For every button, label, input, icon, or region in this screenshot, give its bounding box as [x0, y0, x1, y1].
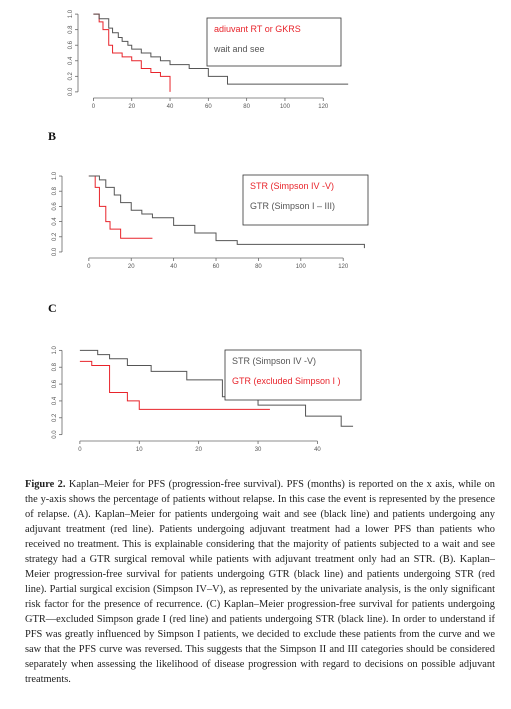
legend-entry: STR (Simpson IV -V): [250, 181, 334, 191]
km-curve: [93, 13, 171, 92]
y-tick-label: 1.0: [52, 171, 58, 180]
legend-entry: adiuvant RT or GKRS: [214, 24, 301, 34]
y-tick-label: 0.8: [68, 25, 74, 34]
y-tick-label: 0.0: [52, 430, 58, 439]
x-tick-label: 40: [170, 264, 177, 270]
y-tick-label: 0.0: [68, 87, 74, 96]
x-tick-label: 20: [128, 104, 135, 110]
x-tick-label: 60: [213, 264, 220, 270]
km-curve: [88, 175, 153, 239]
y-tick-label: 0.6: [52, 202, 58, 211]
x-tick-label: 0: [87, 264, 91, 270]
panel-label: B: [48, 129, 56, 143]
figure: 0 20 40 60 80 100 1200.00.20.40.60.81.0adiuvan…: [48, 9, 369, 453]
legend-entry: wait and see: [213, 44, 265, 54]
legend-entry: GTR (Simpson I – III): [250, 201, 335, 211]
y-tick-label: 0.6: [68, 40, 74, 49]
y-tick-label: 1.0: [52, 346, 58, 355]
x-tick-label: 120: [338, 264, 349, 270]
legend-entry: STR (Simpson IV -V): [232, 356, 316, 366]
y-tick-label: 0.4: [52, 217, 58, 226]
y-tick-label: 0.4: [52, 396, 58, 405]
x-tick-label: 80: [243, 104, 250, 110]
x-tick-label: 60: [205, 104, 212, 110]
y-tick-label: 0.0: [52, 247, 58, 256]
x-tick-label: 40: [314, 447, 321, 453]
km-curve: [88, 175, 365, 249]
km-curve: [79, 360, 270, 410]
legend-box: [242, 174, 369, 226]
panel-label: C: [48, 301, 57, 315]
x-tick-label: 20: [195, 447, 202, 453]
legend-entry: GTR (excluded Simpson I ): [232, 376, 341, 386]
y-tick-label: 0.2: [52, 232, 58, 241]
legend-box: [224, 349, 362, 401]
x-tick-label: 100: [296, 264, 307, 270]
y-tick-label: 0.2: [68, 72, 74, 81]
y-tick-label: 0.4: [68, 56, 74, 65]
y-tick-label: 0.8: [52, 186, 58, 195]
x-tick-label: 20: [128, 264, 135, 270]
legend-box: [206, 17, 342, 67]
x-tick-label: 80: [255, 264, 262, 270]
x-tick-label: 120: [318, 104, 329, 110]
y-tick-label: 0.6: [52, 379, 58, 388]
km-curve: [93, 13, 349, 85]
caption-text: Kaplan–Meier for PFS (progression-free s…: [25, 479, 495, 685]
y-tick-label: 0.8: [52, 362, 58, 371]
x-tick-label: 40: [167, 104, 174, 110]
caption: Figure 2. Kaplan–Meier for PFS (progress…: [25, 477, 495, 687]
x-tick-label: 0: [78, 447, 82, 453]
x-tick-label: 0: [92, 104, 96, 110]
caption-label: Figure 2.: [25, 479, 66, 490]
y-tick-label: 1.0: [68, 9, 74, 18]
x-tick-label: 10: [136, 447, 143, 453]
x-tick-label: 30: [255, 447, 262, 453]
km-curve: [79, 349, 354, 427]
y-tick-label: 0.2: [52, 413, 58, 422]
x-tick-label: 100: [280, 104, 291, 110]
